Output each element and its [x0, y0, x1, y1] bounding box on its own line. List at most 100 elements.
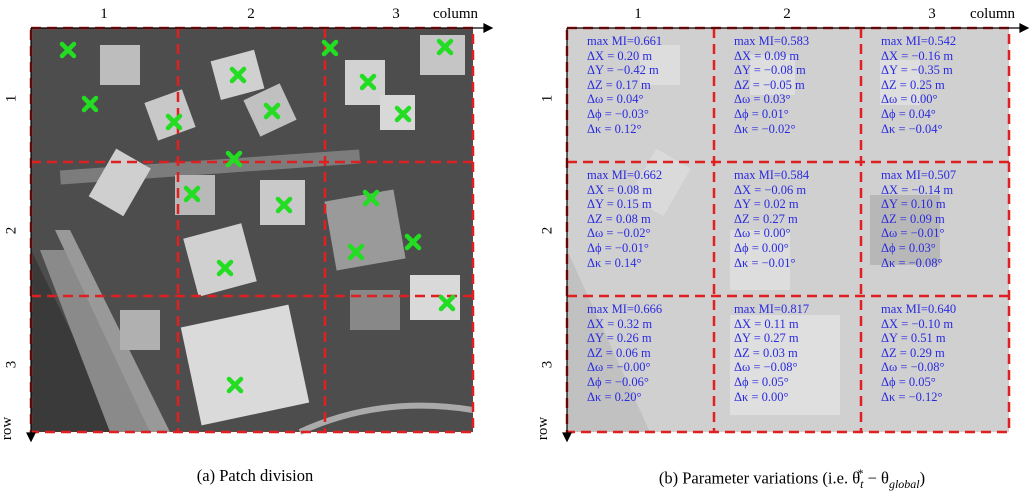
caption-b-sub2: global [888, 476, 920, 491]
parameter-variation: Δω = −0.08° [881, 360, 945, 375]
parameter-variation: Δϕ = 0.00° [734, 240, 789, 255]
column-number-2: 2 [247, 6, 255, 22]
max-mi-value: max MI=0.640 [881, 302, 957, 316]
parameter-variation: ΔZ = 0.09 m [881, 211, 945, 226]
parameter-variation: Δκ = −0.12° [881, 389, 943, 404]
caption-b: (b) Parameter variations (i.e. θt* − θgl… [572, 466, 1012, 492]
parameter-variation: ΔX = −0.06 m [734, 182, 807, 197]
parameter-variation: ΔZ = 0.27 m [734, 211, 798, 226]
tie-point-marker [229, 66, 247, 84]
parameter-variation: ΔZ = 0.03 m [734, 345, 798, 360]
tie-point-marker [321, 39, 339, 57]
parameter-variation: Δω = 0.00° [881, 92, 938, 107]
max-mi-value: max MI=0.583 [734, 34, 810, 48]
tie-point-marker [81, 95, 99, 113]
parameter-variation: Δω = −0.01° [881, 226, 945, 241]
parameter-variation: ΔZ = 0.25 m [881, 77, 945, 92]
tie-point-marker [436, 38, 454, 56]
parameter-variation: Δκ = −0.04° [881, 121, 943, 136]
parameter-variation: Δϕ = 0.01° [734, 106, 789, 121]
parameter-variation: Δϕ = 0.03° [881, 240, 936, 255]
caption-b-sub: t [860, 476, 864, 491]
parameter-variation: Δκ = 0.12° [587, 121, 642, 136]
parameter-variation: ΔY = 0.51 m [881, 331, 946, 346]
column-axis-label: column [970, 6, 1015, 22]
tie-point-marker [225, 150, 243, 168]
cell-r2-c1: max MI=0.662 ΔX = 0.08 m ΔY = 0.15 m ΔZ = 0… [587, 168, 662, 270]
tie-point-marker [183, 185, 201, 203]
parameter-variation: ΔX = 0.20 m [587, 48, 653, 63]
parameter-variation: ΔX = 0.11 m [734, 316, 799, 331]
parameter-variation: ΔZ = −0.05 m [734, 77, 805, 92]
tie-point-marker [275, 196, 293, 214]
column-number-1: 1 [100, 6, 108, 22]
caption-b-suffix: ) [919, 468, 926, 488]
parameter-variation: ΔZ = 0.06 m [587, 345, 651, 360]
max-mi-value: max MI=0.542 [881, 34, 957, 48]
cell-r1-c3: max MI=0.542 ΔX = −0.16 m ΔY = −0.35 m ΔZ =… [881, 34, 956, 136]
cell-r2-c2: max MI=0.584 ΔX = −0.06 m ΔY = 0.02 m ΔZ = … [734, 168, 809, 270]
parameter-variation: Δω = 0.00° [734, 226, 791, 241]
max-mi-value: max MI=0.662 [587, 168, 663, 182]
tie-point-markers [59, 38, 456, 394]
parameter-variation: Δω = 0.04° [587, 92, 644, 107]
parameter-variation: Δω = −0.00° [587, 360, 651, 375]
parameter-variation: Δω = −0.08° [734, 360, 798, 375]
parameter-variation: Δκ = −0.08° [881, 255, 943, 270]
parameter-variation: ΔY = 0.15 m [587, 197, 652, 212]
parameter-variation: Δκ = −0.02° [734, 121, 796, 136]
parameter-variation: Δϕ = 0.05° [881, 374, 936, 389]
parameter-variation: ΔY = 0.02 m [734, 197, 799, 212]
cell-r2-c3: max MI=0.507 ΔX = −0.14 m ΔY = 0.10 m ΔZ = … [881, 168, 956, 270]
parameter-variation: Δϕ = −0.01° [587, 240, 649, 255]
parameter-variation: Δκ = −0.01° [734, 255, 796, 270]
caption-b-mid: − θ [863, 468, 889, 488]
max-mi-value: max MI=0.666 [587, 302, 663, 316]
parameter-variation: ΔX = −0.14 m [881, 182, 954, 197]
parameter-variation: Δϕ = 0.04° [881, 106, 936, 121]
tie-point-marker [359, 73, 377, 91]
parameter-variation: Δω = −0.02° [587, 226, 651, 241]
parameter-variation: ΔY = 0.27 m [734, 331, 799, 346]
parameter-variation: ΔX = 0.32 m [587, 316, 653, 331]
tie-point-marker [165, 113, 183, 131]
cell-r3-c2: max MI=0.817 ΔX = 0.11 m ΔY = 0.27 m ΔZ = 0… [734, 302, 809, 404]
parameter-variation: Δω = 0.03° [734, 92, 791, 107]
column-number-2: 2 [783, 6, 791, 22]
tie-point-marker [216, 259, 234, 277]
parameter-variation: ΔZ = 0.08 m [587, 211, 651, 226]
parameter-variation: ΔY = 0.26 m [587, 331, 652, 346]
parameter-variation: ΔX = −0.16 m [881, 48, 954, 63]
panel-a-axes [26, 23, 494, 443]
max-mi-value: max MI=0.817 [734, 302, 810, 316]
parameter-variation: ΔY = −0.35 m [881, 63, 953, 78]
cell-r1-c1: max MI=0.661 ΔX = 0.20 m ΔY = −0.42 m ΔZ = … [587, 34, 662, 136]
max-mi-value: max MI=0.661 [587, 34, 663, 48]
panel-b-axes [562, 23, 1030, 443]
cell-r3-c1: max MI=0.666 ΔX = 0.32 m ΔY = 0.26 m ΔZ = 0… [587, 302, 662, 404]
tie-point-marker [59, 41, 77, 59]
caption-a: (a) Patch division [196, 466, 314, 485]
caption-b-prefix: (b) Parameter variations (i.e. θ [658, 468, 861, 488]
parameter-variation: ΔX = 0.09 m [734, 48, 800, 63]
parameter-variation: Δκ = 0.14° [587, 255, 642, 270]
column-number-1: 1 [634, 6, 642, 22]
parameter-variation: ΔX = −0.10 m [881, 316, 954, 331]
parameter-variation: ΔY = −0.08 m [734, 63, 806, 78]
parameter-variation: ΔY = −0.42 m [587, 63, 659, 78]
tie-point-marker [347, 243, 365, 261]
parameter-variation: Δϕ = 0.05° [734, 374, 789, 389]
tie-point-marker [263, 102, 281, 120]
cell-r1-c2: max MI=0.583 ΔX = 0.09 m ΔY = −0.08 m ΔZ = … [734, 34, 809, 136]
parameter-variation: Δϕ = −0.06° [587, 374, 649, 389]
parameter-variation: ΔX = 0.08 m [587, 182, 653, 197]
cell-r3-c3: max MI=0.640 ΔX = −0.10 m ΔY = 0.51 m ΔZ = … [881, 302, 956, 404]
parameter-variation: ΔZ = 0.17 m [587, 77, 651, 92]
max-mi-value: max MI=0.584 [734, 168, 810, 182]
column-number-3: 3 [928, 6, 936, 22]
column-number-3: 3 [392, 6, 400, 22]
parameter-variation: ΔZ = 0.29 m [881, 345, 945, 360]
tie-point-marker [438, 294, 456, 312]
